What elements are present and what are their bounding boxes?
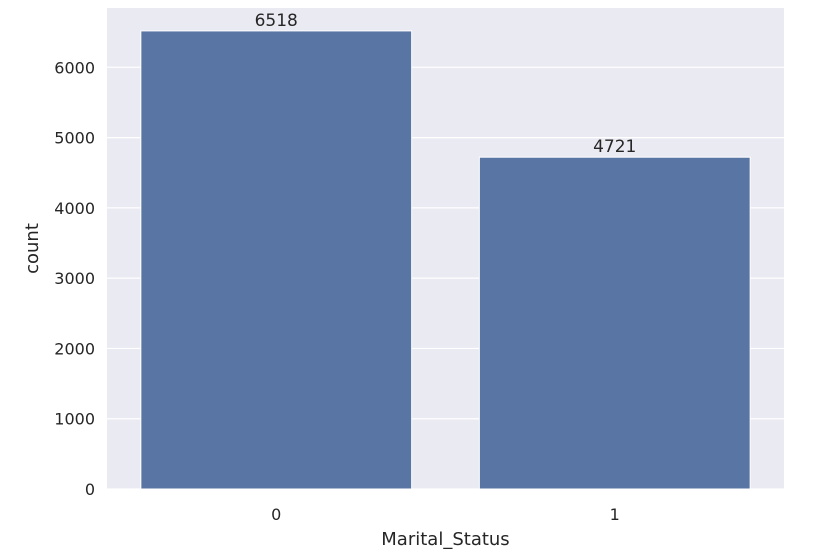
x-tick-label: 1	[610, 505, 620, 524]
y-tick-label: 2000	[54, 339, 95, 358]
y-tick-label: 0	[85, 480, 95, 499]
y-tick-label: 3000	[54, 269, 95, 288]
y-axis-ticks: 0 1000 2000 3000 4000 5000 6000	[54, 58, 95, 499]
data-label-0: 6518	[255, 11, 298, 31]
x-tick-label: 0	[271, 505, 281, 524]
y-tick-label: 6000	[54, 58, 95, 77]
x-axis-label: Marital_Status	[381, 529, 509, 550]
y-tick-label: 5000	[54, 129, 95, 148]
y-tick-label: 4000	[54, 199, 95, 218]
bar-1	[478, 156, 751, 490]
data-label-1: 4721	[593, 137, 636, 157]
y-axis-label: count	[22, 223, 43, 274]
bars	[140, 30, 751, 490]
data-labels: 6518 4721	[255, 11, 637, 157]
y-tick-label: 1000	[54, 410, 95, 429]
bar-0	[140, 30, 413, 490]
